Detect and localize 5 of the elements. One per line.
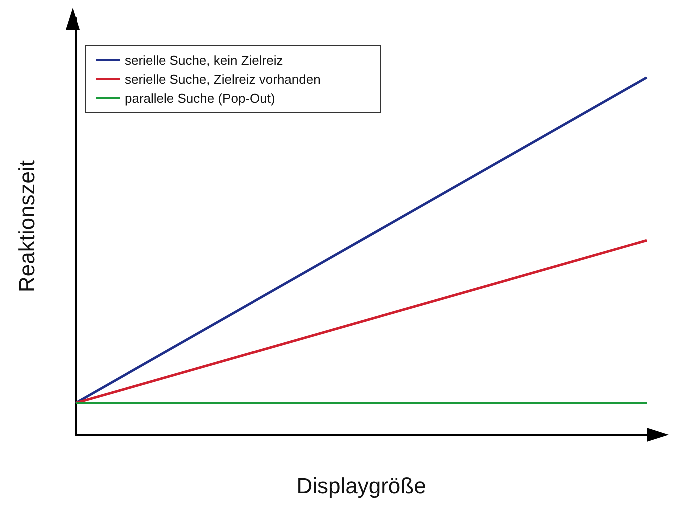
legend-label: serielle Suche, Zielreiz vorhanden [125, 72, 321, 87]
y-axis-title: Reaktionszeit [14, 160, 40, 293]
x-axis-title: Displaygröße [296, 474, 426, 498]
legend-label: parallele Suche (Pop-Out) [125, 91, 276, 106]
legend-label: serielle Suche, kein Zielreiz [125, 53, 284, 68]
